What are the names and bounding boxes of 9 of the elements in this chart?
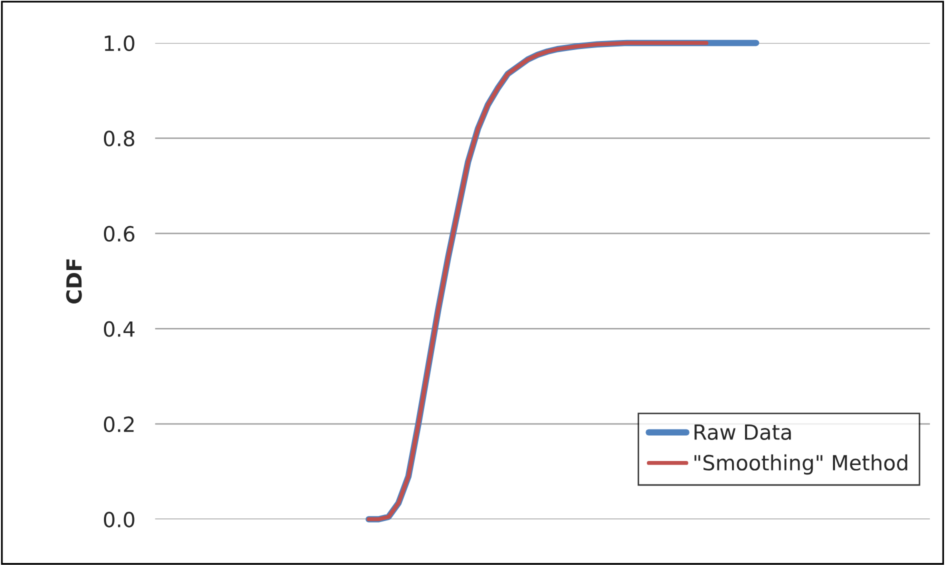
y-axis-title: CDF: [66, 259, 82, 304]
y-tick-label: 0.2: [104, 416, 134, 432]
y-tick-label: 0.6: [104, 226, 134, 242]
y-tick-label: 0.8: [104, 130, 134, 146]
legend-label: Raw Data: [694, 424, 791, 440]
y-tick-label: 0.4: [104, 321, 135, 337]
legend-label: "Smoothing" Method: [694, 454, 908, 475]
y-tick-label: 1.0: [104, 35, 134, 52]
y-tick-label: 0.0: [104, 512, 134, 528]
